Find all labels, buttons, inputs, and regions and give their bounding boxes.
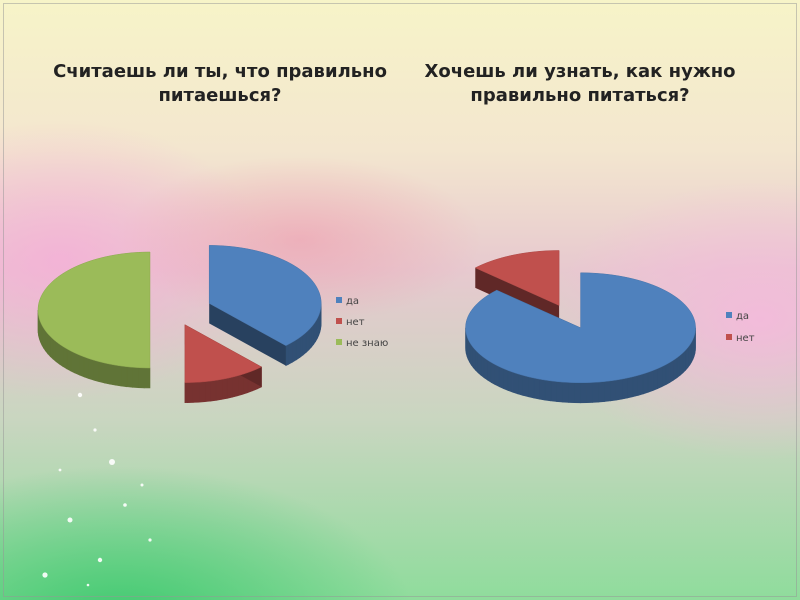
sparkle: [97, 557, 103, 563]
chart-title-right: Хочешь ли узнать, как нужно правильно пи…: [424, 61, 736, 106]
legend-label-1: нет: [346, 317, 365, 328]
pie-slice-2: [37, 251, 151, 389]
legend-left: да нет не знаю: [336, 296, 388, 349]
sparkle: [86, 583, 90, 587]
legend-swatch-0: [726, 312, 732, 318]
pie-chart-right: [465, 250, 696, 404]
sparkle: [140, 483, 144, 487]
pie-slice-0: [465, 272, 696, 404]
legend-swatch-0: [336, 297, 342, 303]
legend-label-1: нет: [736, 333, 755, 344]
chart-title-left: Считаешь ли ты, что правильно питаешься?: [53, 61, 387, 106]
legend-swatch-2: [336, 339, 342, 345]
legend-label-0: да: [736, 311, 749, 322]
sparkle: [77, 392, 83, 398]
pie-slice-1: [184, 324, 263, 403]
sparkle: [93, 428, 97, 432]
sparkle: [148, 538, 152, 542]
legend-right: да нет: [726, 311, 755, 344]
legend-label-0: да: [346, 296, 359, 307]
legend-swatch-1: [726, 334, 732, 340]
pie-chart-left: [37, 245, 322, 403]
sparkle: [109, 459, 115, 465]
sparkle: [123, 503, 127, 507]
legend-label-2: не знаю: [346, 338, 388, 349]
legend-swatch-1: [336, 318, 342, 324]
sparkle: [58, 468, 62, 472]
sparkle: [67, 517, 73, 523]
pie-slice-0: [208, 245, 322, 367]
sparkle: [42, 572, 48, 578]
sparkles-decoration: [42, 392, 152, 587]
